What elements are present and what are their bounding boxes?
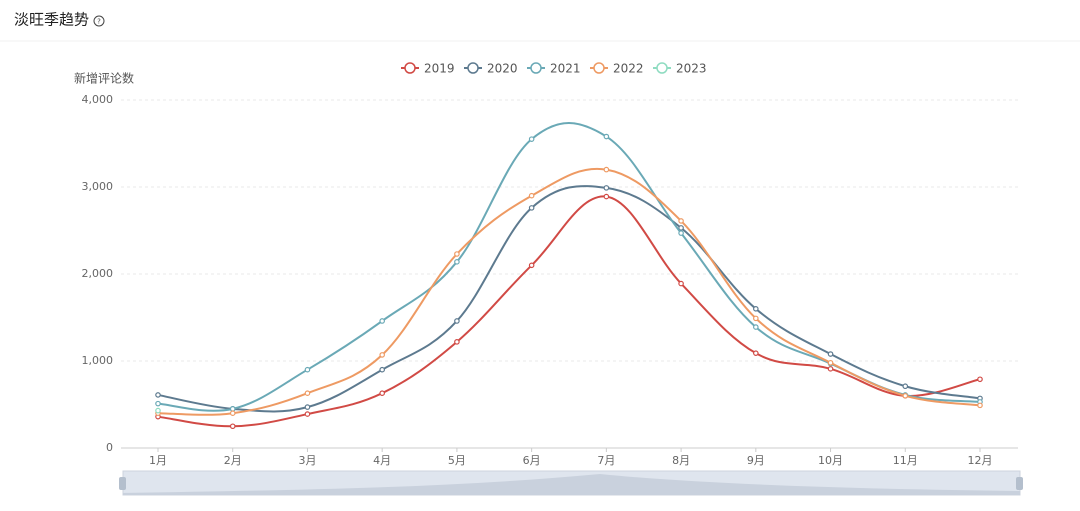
data-point: [229, 410, 236, 417]
series-line: [157, 167, 981, 416]
data-point: [454, 318, 460, 324]
y-tick-label: 3,000: [82, 180, 114, 193]
data-point: [304, 404, 311, 410]
data-point: [155, 407, 161, 414]
x-tick-label: 5月: [448, 454, 466, 467]
data-point: [229, 406, 236, 412]
data-point: [902, 392, 909, 399]
legend-marker: [467, 62, 479, 74]
x-tick-label: 6月: [523, 454, 541, 467]
data-point: [528, 205, 535, 211]
legend-label[interactable]: 2021: [550, 62, 581, 76]
x-tick-label: 8月: [672, 454, 690, 467]
data-point: [977, 376, 983, 383]
zoom-handle[interactable]: [1016, 477, 1023, 490]
x-tick-label: 1月: [149, 454, 167, 467]
data-point: [678, 218, 684, 224]
x-tick-label: 10月: [818, 454, 843, 467]
data-point: [678, 230, 684, 236]
data-point: [827, 351, 834, 357]
data-point: [304, 411, 311, 417]
data-point: [304, 366, 311, 373]
data-point: [678, 280, 684, 287]
data-point: [753, 324, 759, 330]
data-point: [603, 133, 610, 140]
data-point: [155, 392, 161, 398]
data-point: [304, 390, 311, 396]
help-icon-mark: ?: [97, 18, 101, 26]
data-point: [603, 166, 610, 173]
x-tick-label: 7月: [597, 454, 615, 467]
data-point: [454, 259, 460, 265]
x-tick-label: 3月: [298, 454, 316, 467]
data-point: [379, 390, 385, 396]
data-point: [753, 350, 759, 356]
data-point: [379, 318, 385, 324]
series-line: [157, 195, 981, 428]
data-point: [827, 359, 834, 366]
y-tick-label: 1,000: [82, 354, 114, 367]
data-point: [379, 352, 385, 358]
data-point: [753, 305, 759, 312]
data-point: [454, 339, 460, 345]
x-tick-label: 9月: [747, 454, 765, 467]
legend-marker: [404, 62, 416, 74]
y-axis-label: 新增评论数: [74, 71, 134, 86]
data-point: [528, 192, 535, 199]
x-tick-label: 11月: [893, 454, 918, 467]
data-point: [528, 262, 535, 269]
data-point: [229, 423, 236, 430]
x-tick-label: 4月: [373, 454, 391, 467]
chart-title: 淡旺季趋势: [14, 11, 89, 29]
data-point: [827, 366, 834, 372]
data-zoom[interactable]: [119, 470, 1023, 496]
data-point: [678, 225, 684, 231]
y-tick-label: 4,000: [82, 93, 114, 106]
legend-label[interactable]: 2019: [424, 62, 455, 76]
data-point: [379, 366, 385, 373]
legend-label[interactable]: 2022: [613, 62, 644, 76]
data-point: [528, 136, 535, 142]
legend-marker: [593, 62, 605, 74]
data-point: [977, 402, 983, 409]
legend-label[interactable]: 2023: [676, 62, 707, 76]
legend-label[interactable]: 2020: [487, 62, 518, 76]
data-point: [603, 185, 610, 191]
x-tick-label: 12月: [968, 454, 993, 467]
help-icon[interactable]: [93, 15, 105, 27]
y-tick-label: 2,000: [82, 267, 114, 280]
legend-marker: [656, 62, 668, 74]
data-point: [155, 400, 161, 407]
zoom-handle[interactable]: [119, 477, 126, 490]
data-point: [902, 383, 909, 390]
data-point: [753, 315, 759, 322]
zoom-shadow: [123, 474, 1020, 495]
y-tick-label: 0: [106, 441, 113, 454]
data-point: [454, 251, 460, 257]
data-point: [603, 193, 610, 200]
x-tick-label: 2月: [224, 454, 242, 467]
legend-marker: [530, 62, 542, 74]
